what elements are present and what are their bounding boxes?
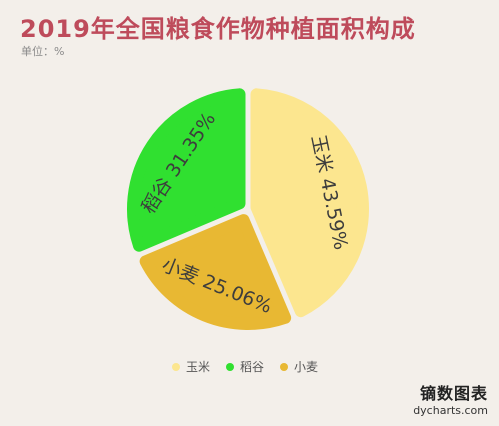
chart-unit: 单位：%	[21, 45, 65, 58]
pie-slice-corn[interactable]	[250, 88, 369, 318]
legend-label: 稻谷	[239, 360, 264, 374]
chart-legend: 玉米 稻谷 小麦	[0, 359, 490, 375]
legend-label: 玉米	[185, 360, 210, 374]
pie-slice-rice[interactable]	[127, 88, 246, 252]
pie-slice-wheat[interactable]	[139, 214, 292, 330]
watermark-logo: 镝数图表 dycharts.com	[413, 384, 488, 418]
legend-item-rice[interactable]: 稻谷	[225, 359, 264, 375]
chart-title: 2019年全国粮食作物种植面积构成	[20, 15, 416, 43]
legend-swatch	[225, 363, 234, 371]
legend-swatch	[280, 363, 288, 371]
watermark-site: dycharts.com	[413, 404, 488, 417]
slice-label-suffix: %	[327, 230, 352, 252]
legend-swatch	[171, 363, 180, 371]
legend-label: 小麦	[294, 360, 319, 374]
pie-slices	[127, 88, 369, 330]
legend-item-wheat[interactable]: 小麦	[280, 359, 318, 375]
watermark-brand: 镝数图表	[419, 384, 488, 403]
legend-item-corn[interactable]: 玉米	[171, 359, 210, 375]
